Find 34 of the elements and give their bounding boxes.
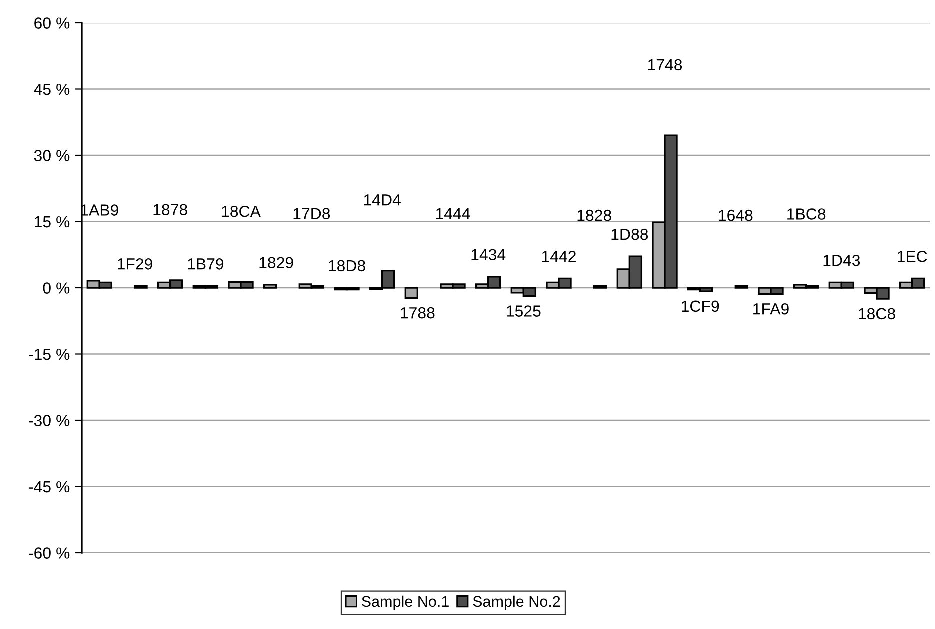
x-tick-label: 1442 <box>542 251 576 262</box>
x-tick-label: 1CF9 <box>682 300 720 312</box>
x-tick-label: 1BC8 <box>788 208 826 220</box>
y-tick-label: -15 % <box>29 348 70 360</box>
legend-label: Sample No.2 <box>473 596 560 610</box>
x-tick-label: 1878 <box>154 204 188 216</box>
x-tick-label: 14D4 <box>364 194 401 206</box>
y-tick-label: 15 % <box>35 216 70 228</box>
x-tick-label: 18D8 <box>329 260 366 272</box>
x-tick-label: 1B79 <box>188 258 224 270</box>
legend-label: Sample No.1 <box>362 596 449 610</box>
x-tick-label: 1D88 <box>612 228 648 240</box>
x-tick-label: 18CA <box>222 206 261 218</box>
x-tick-label: 17D8 <box>294 208 330 220</box>
x-tick-label: 1444 <box>436 208 470 220</box>
x-tick-label: 1828 <box>578 210 612 222</box>
y-tick-label: 0 % <box>43 282 70 294</box>
x-tick-label: 1748 <box>648 59 682 71</box>
y-tick-label: -45 % <box>29 481 70 493</box>
x-tick-label: 1648 <box>719 210 753 222</box>
y-tick-label: 30 % <box>34 150 70 162</box>
x-tick-label: 1FA9 <box>754 303 789 315</box>
x-tick-label: 1F29 <box>118 258 152 270</box>
x-tick-label: 1829 <box>260 257 294 268</box>
y-tick-label: -60 % <box>29 548 70 559</box>
y-tick-label: -30 % <box>29 415 70 426</box>
x-tick-label: 1525 <box>507 306 541 317</box>
x-tick-label: 1D43 <box>824 254 860 266</box>
y-tick-label: 60 % <box>34 18 70 29</box>
y-tick-label: 45 % <box>34 84 70 96</box>
x-tick-label: 1EC <box>898 251 928 262</box>
x-tick-label: 1788 <box>401 307 435 319</box>
x-tick-label: 1434 <box>472 249 506 261</box>
x-tick-label: 18C8 <box>859 308 896 320</box>
